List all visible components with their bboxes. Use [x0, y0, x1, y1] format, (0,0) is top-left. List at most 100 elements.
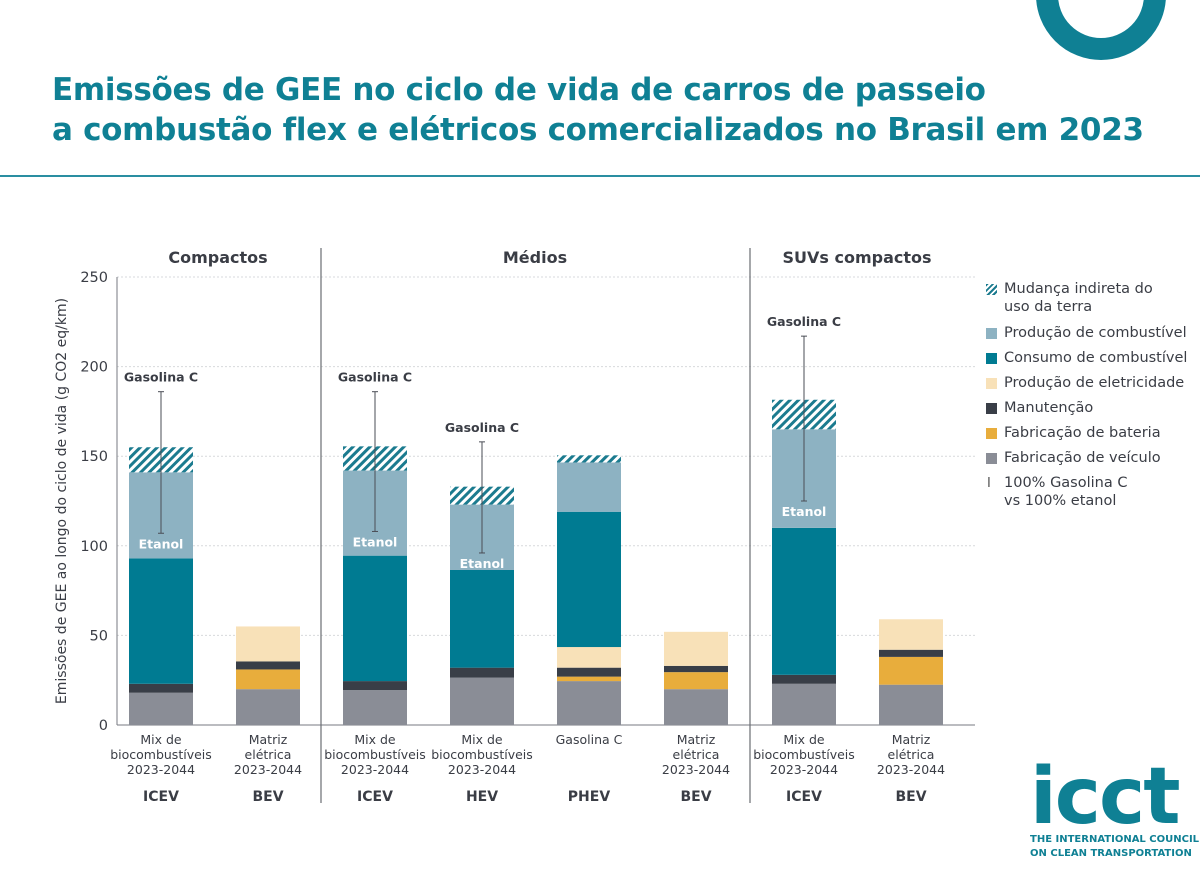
legend-item: Fabricação de veículo — [986, 449, 1196, 467]
legend-item: Manutenção — [986, 399, 1196, 417]
bar-segment — [557, 511, 621, 648]
vehicle-type-label: ICEV — [786, 789, 822, 805]
vehicle-type-label: BEV — [252, 789, 283, 805]
x-tick-label: elétrica — [245, 747, 292, 762]
bar-segment — [772, 674, 836, 684]
legend-swatch — [986, 453, 997, 464]
legend-item: Produção de eletricidade — [986, 374, 1196, 392]
legend-label: Fabricação de bateria — [1004, 425, 1161, 441]
bar-segment — [236, 661, 300, 670]
legend-swatch — [986, 378, 997, 389]
legend-item: Fabricação de bateria — [986, 424, 1196, 442]
y-axis-label: Emissões de GEE ao longo do ciclo de vid… — [54, 298, 70, 704]
x-tick-label: Mix de — [140, 732, 182, 747]
bar-segment — [450, 667, 514, 678]
legend-item: Mudança indireta do uso da terra — [986, 280, 1196, 316]
legend-label: Produção de eletricidade — [1004, 375, 1185, 391]
legend-label: uso da terra — [1004, 299, 1093, 315]
legend-swatch — [986, 328, 997, 339]
vehicle-type-label: BEV — [895, 789, 926, 805]
chart-legend: Mudança indireta do uso da terra Produção … — [986, 280, 1196, 510]
x-tick-label: 2023-2044 — [341, 762, 409, 777]
x-tick-label: Mix de — [783, 732, 825, 747]
x-tick-label: Matriz — [677, 732, 716, 747]
vehicle-type-label: ICEV — [143, 789, 179, 805]
bar-segment — [450, 569, 514, 668]
legend-swatch — [986, 403, 997, 414]
vehicle-type-label: ICEV — [357, 789, 393, 805]
group-title: SUVs compactos — [782, 248, 931, 267]
logo-tagline-1: THE INTERNATIONAL COUNCIL — [1030, 834, 1200, 845]
y-tick-label: 150 — [80, 449, 108, 465]
bar-segment — [879, 649, 943, 657]
bar-segment — [343, 690, 407, 725]
bar-segment — [557, 676, 621, 682]
x-tick-label: 2023-2044 — [877, 762, 945, 777]
bar-segment — [557, 455, 621, 463]
x-tick-label: 2023-2044 — [234, 762, 302, 777]
title-divider — [0, 175, 1200, 177]
legend-label: Fabricação de veículo — [1004, 450, 1161, 466]
x-tick-label: Mix de — [354, 732, 396, 747]
legend-label: Produção de combustível — [1004, 325, 1187, 341]
bar-segment — [879, 684, 943, 725]
bar-segment — [664, 689, 728, 725]
vehicle-type-label: BEV — [680, 789, 711, 805]
x-tick-label: biocombustíveis — [431, 747, 533, 762]
error-bar-high-label: Gasolina C — [445, 420, 519, 435]
x-tick-label: 2023-2044 — [448, 762, 516, 777]
legend-swatch — [986, 353, 997, 364]
x-tick-label: elétrica — [888, 747, 935, 762]
bar-segment — [129, 683, 193, 693]
x-tick-label: Gasolina C — [556, 732, 623, 747]
x-tick-label: biocombustíveis — [324, 747, 426, 762]
bar-segment — [772, 683, 836, 725]
legend-label: Consumo de combustível — [1004, 350, 1188, 366]
x-tick-label: biocombustíveis — [110, 747, 212, 762]
vehicle-type-label: PHEV — [568, 789, 611, 805]
error-bar-low-label: Etanol — [782, 504, 827, 519]
bar-segment — [343, 555, 407, 682]
bar-segment — [557, 462, 621, 512]
bar-segment — [236, 626, 300, 662]
group-title: Médios — [503, 248, 567, 267]
title-line-1: Emissões de GEE no ciclo de vida de carr… — [52, 72, 986, 108]
error-bar-high-label: Gasolina C — [767, 314, 841, 329]
x-tick-label: elétrica — [673, 747, 720, 762]
bar-segment — [772, 527, 836, 675]
x-tick-label: Mix de — [461, 732, 503, 747]
y-tick-label: 250 — [80, 270, 108, 286]
bar-segment — [450, 677, 514, 725]
y-tick-label: 200 — [80, 360, 108, 376]
y-tick-label: 0 — [99, 718, 108, 734]
x-tick-label: Matriz — [249, 732, 288, 747]
x-tick-label: Matriz — [892, 732, 931, 747]
bar-segment — [129, 558, 193, 684]
bar-segment — [664, 665, 728, 673]
bar-segment — [879, 656, 943, 685]
bar-segment — [664, 631, 728, 666]
x-tick-label: biocombustíveis — [753, 747, 855, 762]
error-bar-icon: I — [987, 476, 991, 491]
bar-segment — [557, 647, 621, 668]
error-bar-high-label: Gasolina C — [124, 370, 198, 385]
legend-label: Mudança indireta do — [1004, 281, 1153, 297]
icct-logo: icct THE INTERNATIONAL COUNCIL ON CLEAN … — [1030, 758, 1200, 860]
title-line-2: a combustão flex e elétricos comercializ… — [52, 112, 1144, 148]
y-tick-label: 50 — [90, 628, 108, 644]
bar-segment — [236, 689, 300, 725]
legend-item: I 100% Gasolina C vs 100% etanol — [986, 474, 1196, 510]
bar-segment — [879, 619, 943, 650]
error-bar-high-label: Gasolina C — [338, 370, 412, 385]
bar-segment — [236, 669, 300, 690]
y-tick-label: 100 — [80, 539, 108, 555]
legend-label: Manutenção — [1004, 400, 1094, 416]
legend-swatch — [986, 284, 997, 295]
x-tick-label: 2023-2044 — [770, 762, 838, 777]
group-title: Compactos — [168, 248, 267, 267]
chart-title: Emissões de GEE no ciclo de vida de carr… — [52, 70, 1144, 150]
bar-segment — [557, 667, 621, 677]
legend-item: Produção de combustível — [986, 324, 1196, 342]
bar-segment — [664, 672, 728, 690]
